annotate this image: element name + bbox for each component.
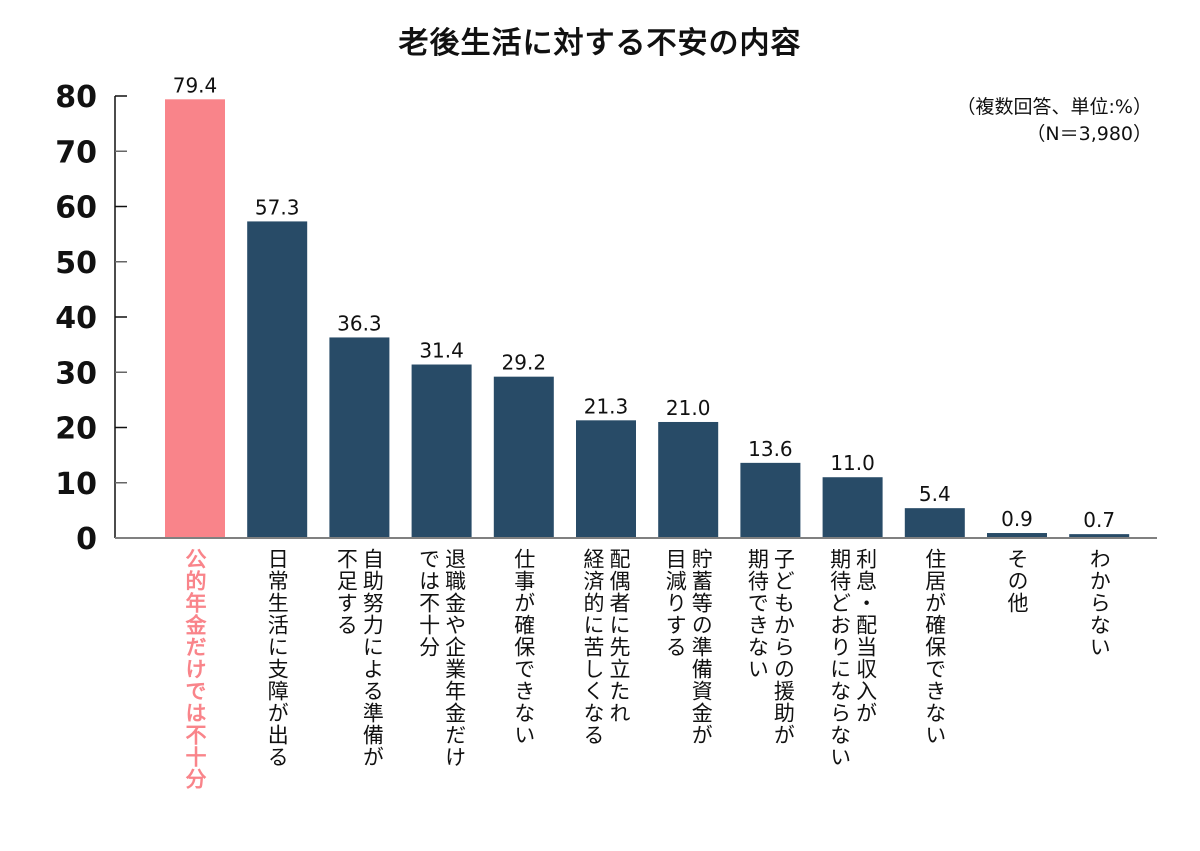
value-label-11: 0.7 <box>1083 508 1115 532</box>
bar-0 <box>165 99 225 538</box>
value-label-0: 79.4 <box>173 73 218 97</box>
value-label-8: 11.0 <box>830 451 875 475</box>
bars <box>165 99 1130 539</box>
value-label-1: 57.3 <box>255 195 300 219</box>
bar-3 <box>411 364 472 538</box>
y-tick-label-80: 80 <box>55 80 97 115</box>
value-label-10: 0.9 <box>1001 507 1033 531</box>
y-tick-label-40: 40 <box>55 301 97 336</box>
bar-11 <box>1069 534 1130 538</box>
value-label-3: 31.4 <box>419 339 464 363</box>
bar-9 <box>904 508 965 538</box>
bar-5 <box>576 420 636 538</box>
y-tick-label-0: 0 <box>76 522 97 557</box>
value-label-9: 5.4 <box>919 482 951 506</box>
x-tick-label-9: 住居が確保できない <box>922 548 947 746</box>
value-label-7: 13.6 <box>748 437 793 461</box>
y-tick-label-70: 70 <box>55 135 97 170</box>
y-tick-label-10: 10 <box>55 467 97 502</box>
x-tick-label-11: わからない <box>1087 548 1112 658</box>
x-tick-label-8: 利息・配当収入が 期待どおりにならない <box>827 548 878 768</box>
x-tick-label-1: 日常生活に支障が出る <box>265 548 290 768</box>
y-tick-label-50: 50 <box>55 246 97 281</box>
y-tick-label-60: 60 <box>55 191 97 226</box>
bar-6 <box>658 421 719 538</box>
x-tick-label-5: 配偶者に先立たれ 経済的に苦しくなる <box>581 548 631 746</box>
y-axis: 0 10 20 30 40 50 60 70 80 <box>55 80 127 557</box>
x-tick-label-0: 公的年金だけでは不十分 <box>183 548 207 790</box>
sample-size-note: （N＝3,980） <box>1026 123 1152 145</box>
bar-1 <box>247 221 308 539</box>
bar-4 <box>493 376 554 538</box>
x-tick-label-3: 退職金や企業年金だけ では不十分 <box>416 548 467 768</box>
value-label-2: 36.3 <box>337 311 382 335</box>
x-tick-label-10: その他 <box>1005 548 1029 614</box>
chart-title: 老後生活に対する不安の内容 <box>398 26 802 61</box>
value-label-4: 29.2 <box>502 351 547 375</box>
bar-10 <box>987 533 1047 538</box>
value-label-6: 21.0 <box>666 396 711 420</box>
value-label-5: 21.3 <box>584 394 629 418</box>
x-tick-label-2: 自助努力による準備が 不足する <box>334 548 385 768</box>
bar-2 <box>329 337 390 538</box>
value-labels: 79.4 57.3 36.3 31.4 29.2 21.3 21.0 13.6 11.0 5.4 0… <box>173 73 1115 532</box>
y-tick-label-30: 30 <box>55 356 97 391</box>
bar-7 <box>740 462 801 538</box>
x-tick-label-7: 子どもからの援助が 期待できない <box>745 548 796 746</box>
x-tick-label-4: 仕事が確保できない <box>511 548 536 746</box>
unit-note: （複数回答、単位:%） <box>956 96 1152 118</box>
x-tick-label-6: 貯蓄等の準備資金が 目減りする <box>663 548 714 746</box>
bar-8 <box>822 477 883 538</box>
y-tick-label-20: 20 <box>55 412 97 447</box>
